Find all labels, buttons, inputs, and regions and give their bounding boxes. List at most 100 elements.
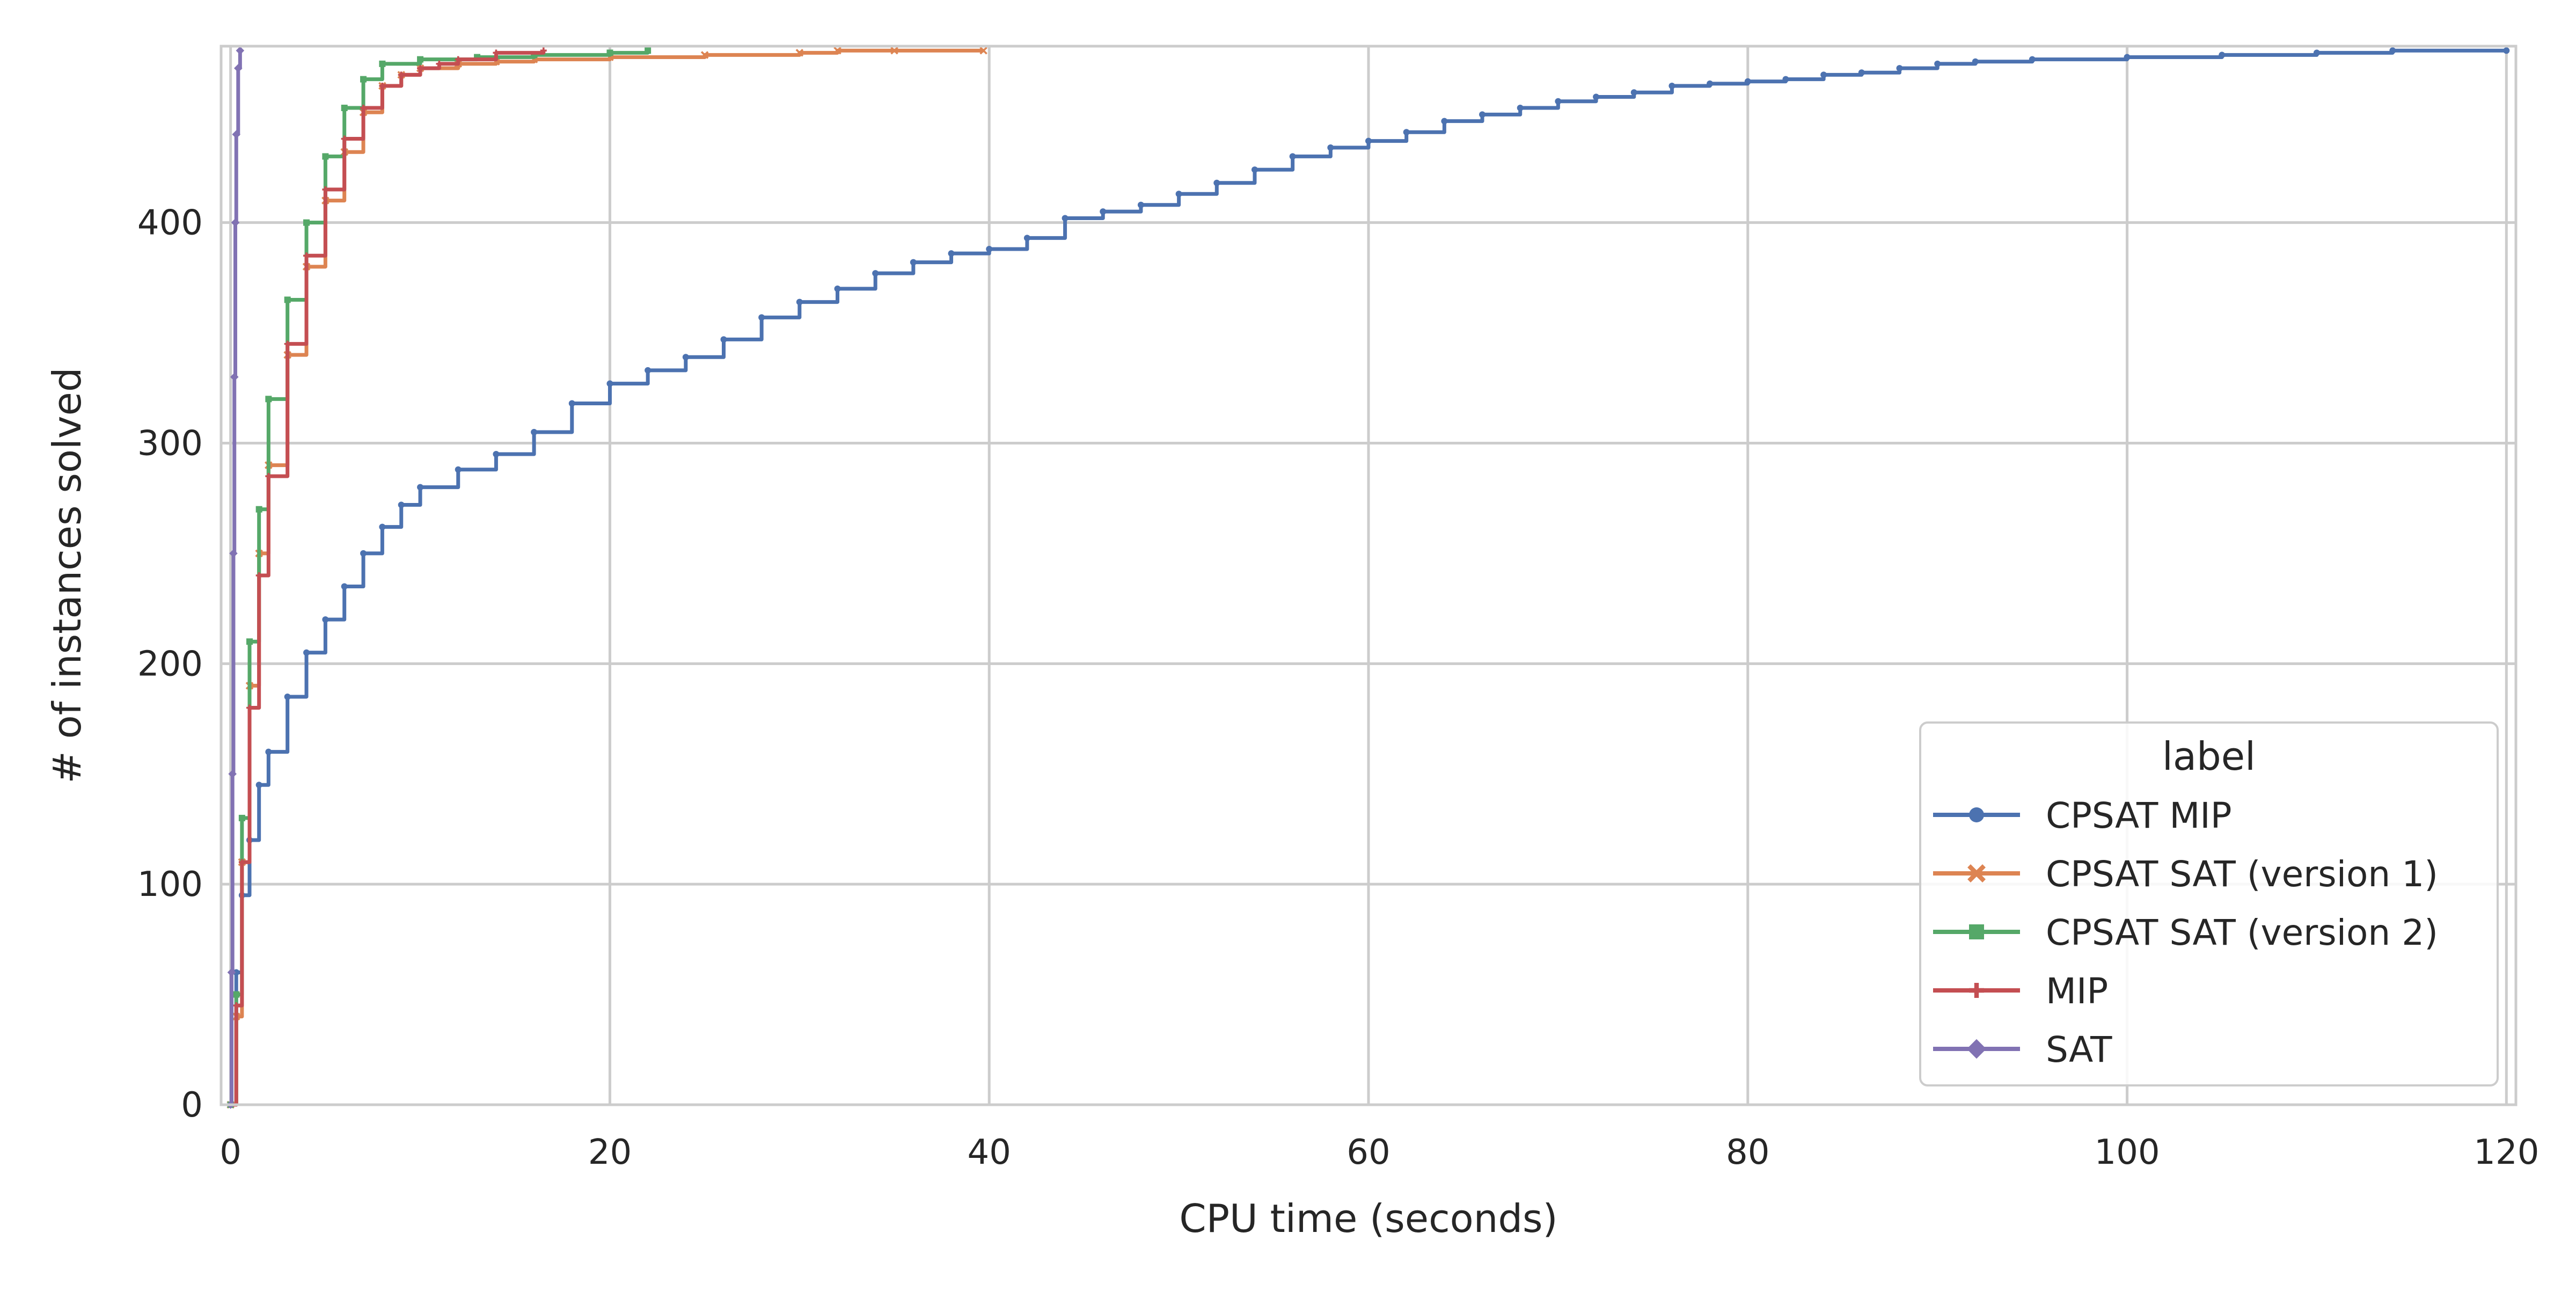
legend-label: SAT: [2046, 1029, 2112, 1070]
data-point: [2503, 47, 2510, 54]
data-point: [1023, 235, 1030, 242]
series-3: [227, 47, 547, 1108]
x-tick-label: 100: [2094, 1133, 2160, 1172]
legend-item: CPSAT SAT (version 1): [1933, 854, 2438, 895]
data-point: [238, 814, 245, 821]
data-point: [834, 285, 841, 292]
data-point: [493, 451, 500, 458]
data-point: [493, 49, 500, 56]
data-point: [303, 219, 310, 226]
data-point: [229, 549, 238, 558]
y-tick-label: 200: [137, 644, 203, 684]
y-tick-label: 0: [181, 1085, 203, 1125]
data-point: [758, 314, 765, 321]
data-point: [568, 400, 575, 407]
data-point: [948, 250, 955, 257]
data-point: [303, 252, 310, 259]
y-tick-label: 400: [137, 203, 203, 243]
data-point: [795, 49, 804, 57]
data-point: [265, 473, 272, 480]
data-point: [1668, 82, 1675, 89]
data-point: [379, 523, 386, 530]
data-point: [284, 693, 291, 700]
data-point: [379, 82, 386, 89]
data-point: [540, 47, 547, 54]
data-point: [455, 466, 462, 473]
legend-label: CPSAT SAT (version 2): [2046, 912, 2438, 953]
data-point: [322, 186, 329, 193]
data-point: [341, 135, 348, 142]
data-point: [322, 616, 329, 623]
data-point: [986, 245, 993, 252]
data-point: [436, 60, 443, 67]
data-point: [360, 76, 367, 83]
data-point: [700, 51, 709, 59]
plot-frame: [219, 45, 2518, 1106]
data-point: [1289, 153, 1296, 160]
data-point: [230, 373, 239, 382]
data-point: [1707, 80, 1714, 87]
data-point: [1858, 69, 1865, 76]
legend-marker: [1969, 983, 1984, 998]
data-point: [682, 354, 689, 361]
y-tick-label: 100: [137, 865, 203, 905]
data-point: [1100, 208, 1107, 215]
legend-marker: [1969, 807, 1984, 822]
data-point: [341, 105, 348, 112]
x-tick-label: 80: [1726, 1133, 1769, 1172]
y-tick-label: 300: [137, 424, 203, 464]
data-point: [1555, 98, 1562, 105]
data-point: [417, 65, 424, 72]
data-point: [910, 259, 917, 266]
data-point: [341, 583, 348, 590]
x-tick-label: 60: [1346, 1133, 1390, 1172]
data-point: [1137, 201, 1144, 208]
legend-label: MIP: [2046, 971, 2108, 1012]
data-point: [1820, 71, 1827, 78]
legend-item: SAT: [1933, 1029, 2112, 1070]
legend-item: CPSAT MIP: [1933, 795, 2232, 836]
y-axis-label: # of instances solved: [45, 367, 90, 783]
legend-title: label: [2162, 734, 2256, 779]
series-4: [226, 46, 245, 1109]
data-point: [1403, 129, 1410, 136]
data-point: [606, 380, 613, 387]
data-point: [236, 46, 245, 55]
data-point: [1213, 179, 1220, 186]
data-point: [1517, 105, 1524, 112]
data-point: [360, 105, 367, 112]
data-point: [2313, 49, 2320, 56]
legend-box: [1919, 721, 2499, 1086]
data-point: [606, 49, 613, 56]
data-point: [2389, 47, 2396, 54]
data-point: [265, 396, 272, 403]
legend-marker: [1966, 1039, 1987, 1059]
data-point: [2219, 52, 2226, 59]
data-point: [255, 782, 262, 789]
data-point: [531, 428, 538, 435]
data-point: [1630, 89, 1637, 96]
series-0: [227, 47, 2510, 1108]
data-point: [228, 769, 237, 778]
data-point: [360, 550, 367, 557]
data-point: [2124, 54, 2131, 61]
data-point: [979, 46, 987, 55]
data-point: [233, 1002, 240, 1009]
data-point: [233, 969, 240, 976]
data-point: [1744, 78, 1751, 85]
series-line: [230, 50, 546, 1107]
data-point: [246, 704, 253, 711]
data-point: [2029, 56, 2036, 63]
data-point: [234, 64, 243, 72]
data-point: [227, 968, 236, 977]
x-tick-label: 20: [588, 1133, 632, 1172]
data-point: [455, 56, 462, 63]
series-layer: [226, 46, 2510, 1109]
data-point: [398, 501, 405, 508]
data-point: [232, 130, 241, 139]
legend-label: CPSAT MIP: [2046, 795, 2232, 836]
data-point: [1479, 111, 1486, 118]
data-point: [284, 340, 291, 347]
